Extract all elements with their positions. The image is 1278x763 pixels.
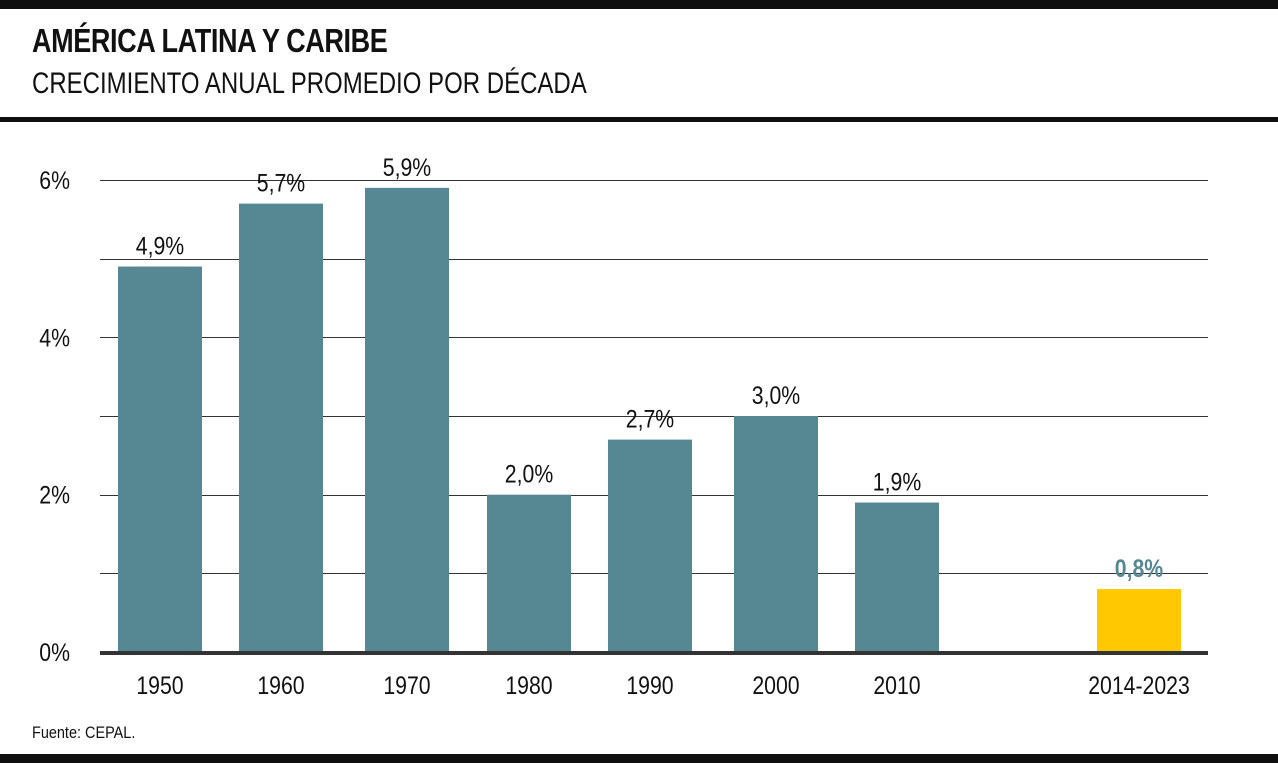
bar: [734, 416, 818, 652]
y-tick-label: 4%: [39, 324, 70, 352]
x-axis-line: [100, 651, 1208, 655]
axes: 0% 2% 4% 6%: [39, 166, 1208, 666]
top-rule: [0, 0, 1278, 9]
chart-subtitle: CRECIMIENTO ANUAL PROMEDIO POR DÉCADA: [32, 67, 587, 100]
x-tick-label: 1960: [257, 671, 304, 699]
data-label: 2,0%: [505, 460, 553, 488]
chart-title: AMÉRICA LATINA Y CARIBE: [32, 22, 388, 59]
x-tick-label: 1990: [626, 671, 673, 699]
bar: [239, 203, 323, 652]
x-tick-label: 2014-2023: [1088, 671, 1190, 699]
x-tick-label: 1970: [383, 671, 430, 699]
source-note: Fuente: CEPAL.: [32, 723, 136, 742]
data-label: 5,9%: [383, 153, 431, 181]
y-tick-label: 2%: [39, 481, 70, 509]
data-label: 0,8%: [1115, 554, 1163, 582]
x-tick-label: 1950: [136, 671, 183, 699]
data-label: 3,0%: [752, 381, 800, 409]
bar: [1097, 589, 1181, 652]
bar: [118, 266, 202, 652]
y-tick-label: 6%: [39, 166, 70, 194]
y-tick-label: 0%: [39, 638, 70, 666]
x-tick-label: 1980: [505, 671, 552, 699]
data-label: 2,7%: [626, 405, 674, 433]
x-tick-label: 2010: [873, 671, 920, 699]
bar: [608, 439, 692, 652]
bars: [118, 187, 1181, 652]
data-label: 1,9%: [873, 468, 921, 496]
header-rule: [0, 117, 1278, 122]
bottom-rule: [0, 754, 1278, 763]
data-label: 5,7%: [257, 169, 305, 197]
data-label: 4,9%: [136, 232, 184, 260]
bar: [365, 187, 449, 652]
labels: 4,9% 1950 5,7% 1960 5,9% 1970 2,0% 1980 2,7% 1990…: [136, 153, 1190, 699]
bar: [487, 494, 571, 652]
x-tick-label: 2000: [752, 671, 799, 699]
bar: [855, 502, 939, 652]
